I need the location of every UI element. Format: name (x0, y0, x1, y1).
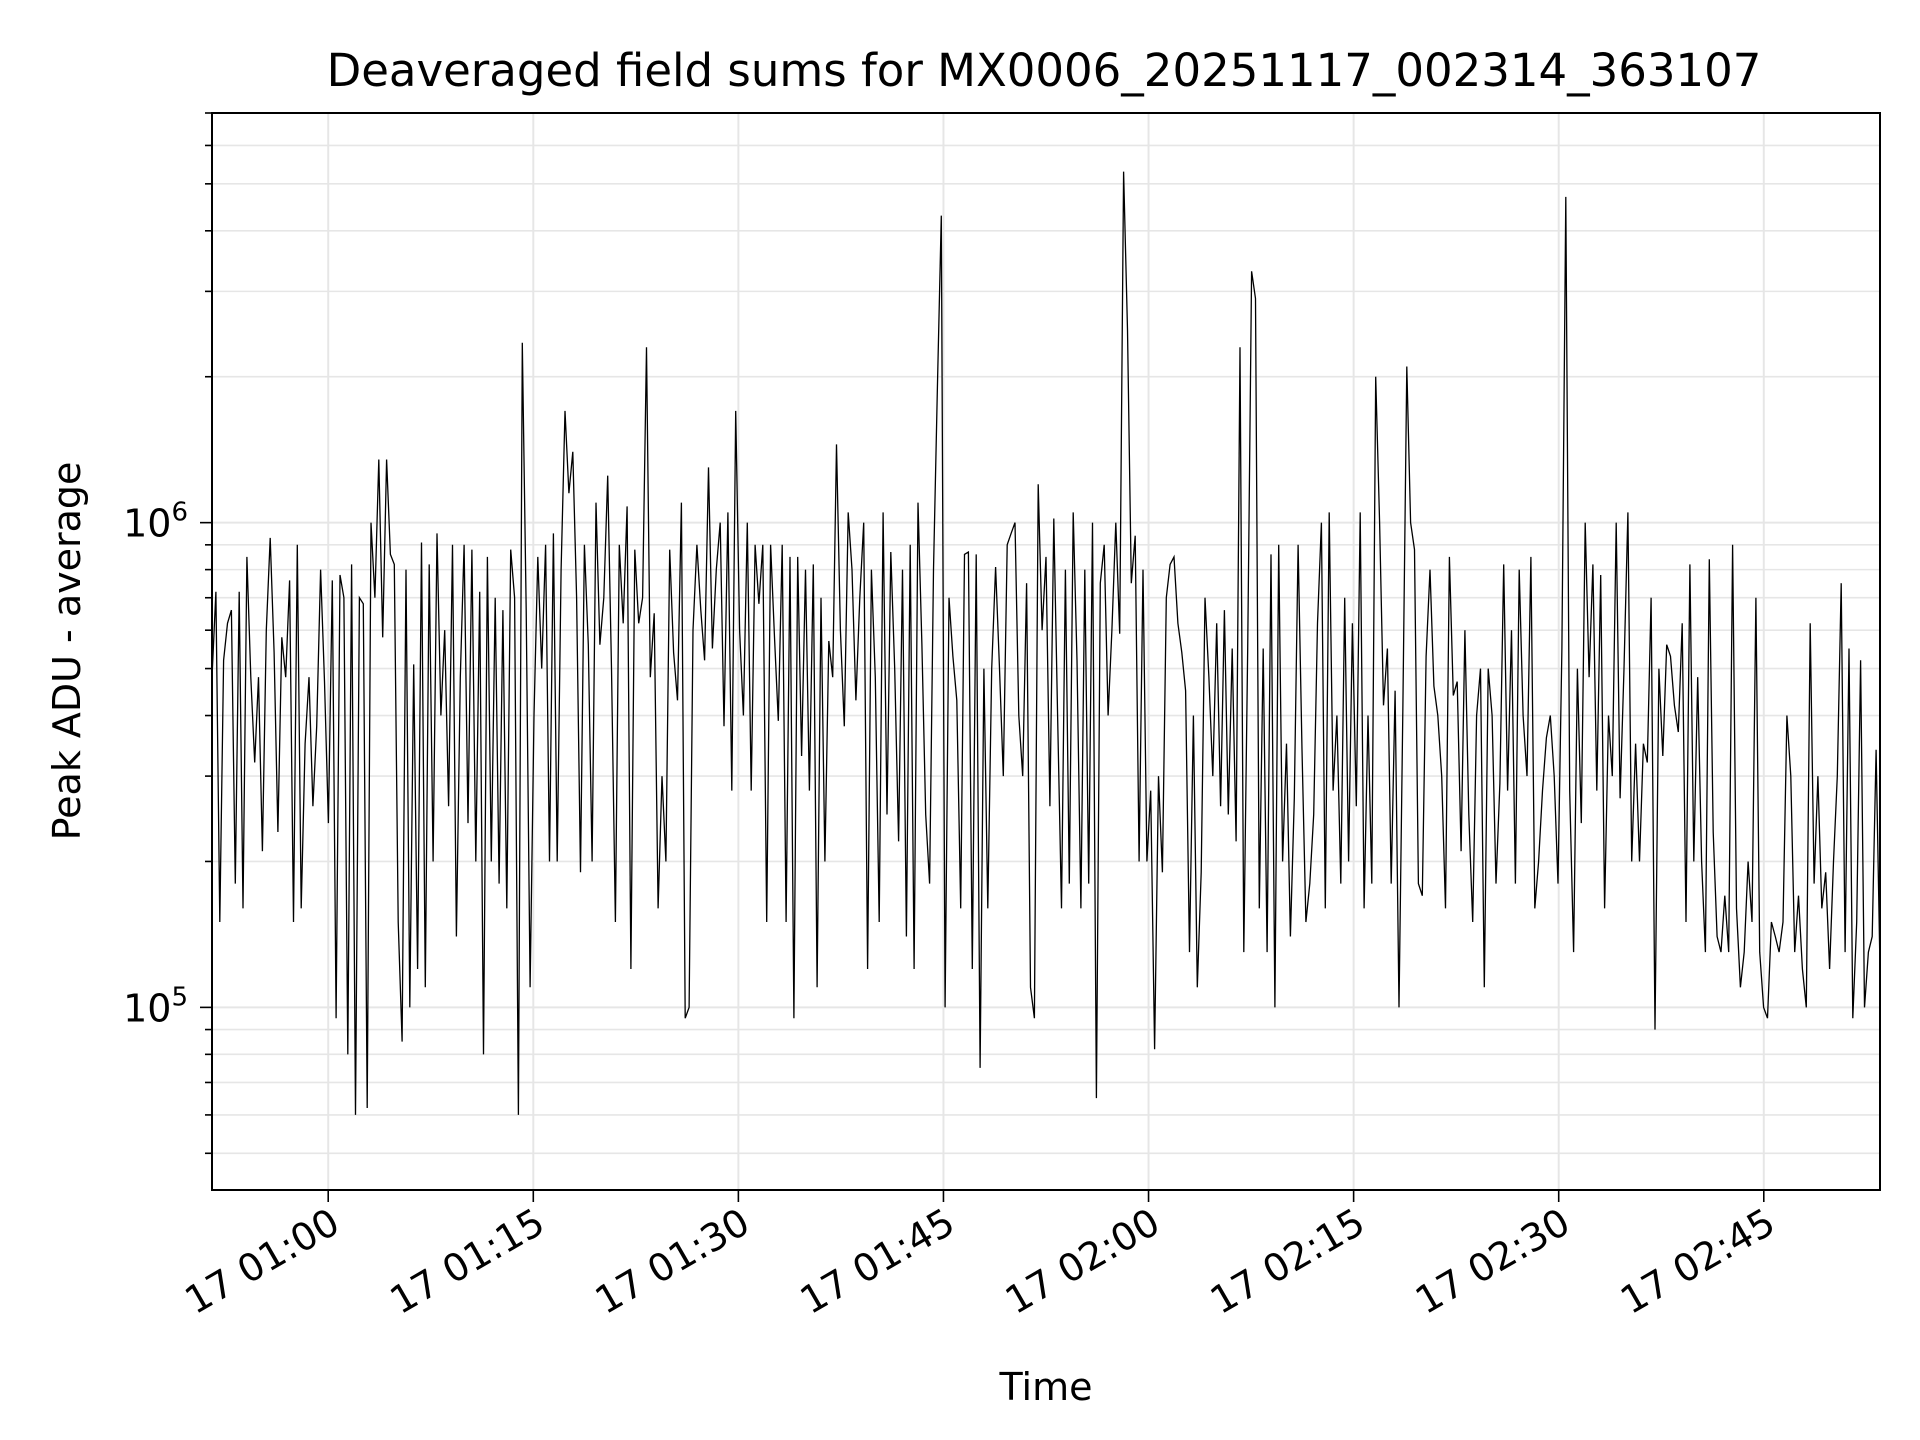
plot-frame (211, 112, 1881, 1191)
series-line (211, 171, 1881, 1115)
x-axis-label: Time (999, 1365, 1093, 1409)
chart-title: Deaveraged field sums for MX0006_2025111… (327, 44, 1762, 97)
series-layer (211, 171, 1881, 1115)
y-tick-label: 105 (123, 982, 188, 1030)
y-axis-label: Peak ADU - average (45, 462, 89, 841)
y-ticks: 105 106 (123, 112, 212, 1155)
y-tick-label: 106 (123, 498, 188, 546)
